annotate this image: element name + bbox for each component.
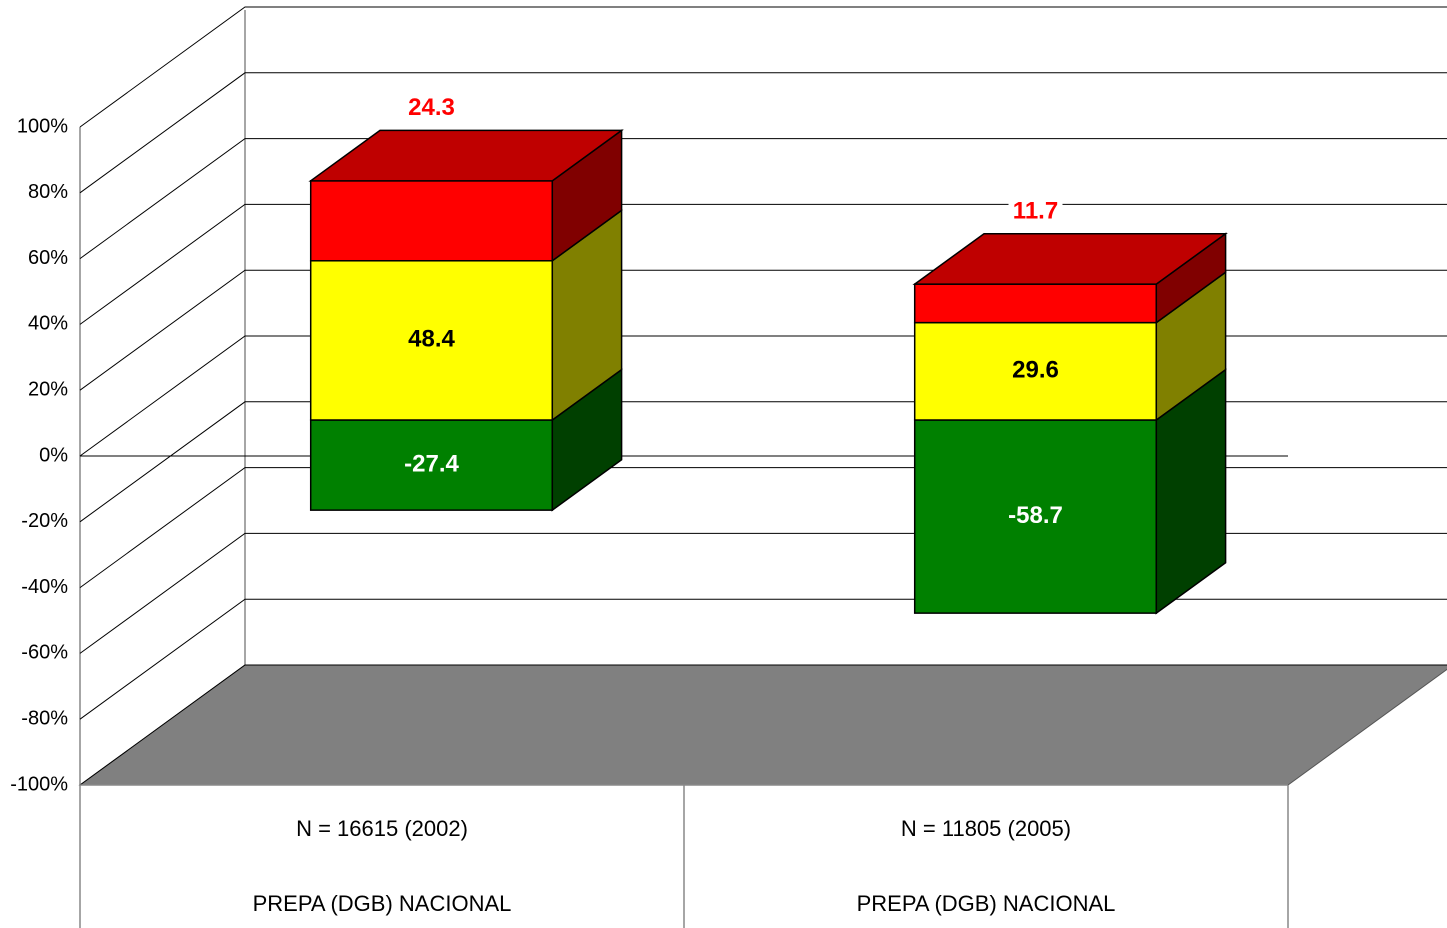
grid-line: [79, 532, 1447, 654]
data-label: 29.6: [1012, 357, 1059, 384]
grid-line: [79, 269, 1447, 391]
data-label: 11.7: [1013, 197, 1058, 224]
x-group-label: PREPA (DGB) NACIONAL: [857, 891, 1116, 916]
bar-top: [912, 232, 1228, 285]
bar-top: [308, 129, 624, 182]
data-label-bg: [404, 92, 459, 125]
grid-line: [79, 138, 1447, 260]
y-tick-label: 100%: [17, 115, 68, 137]
data-label: 48.4: [408, 326, 455, 353]
grid-line: [79, 72, 1447, 194]
y-tick-label: 40%: [28, 313, 68, 335]
y-tick-label: -20%: [21, 510, 68, 532]
y-tick-label: 60%: [28, 247, 68, 269]
y-tick-label: -80%: [21, 707, 68, 729]
grid-line: [79, 203, 1447, 325]
y-tick-label: 0%: [39, 444, 68, 466]
y-tick-label: 80%: [28, 181, 68, 203]
bar-front: [309, 260, 554, 421]
y-tick-label: 20%: [28, 378, 68, 400]
x-group-label: PREPA (DGB) NACIONAL: [253, 891, 512, 916]
x-tick-label: N = 16615 (2002): [296, 816, 468, 841]
bar-front: [913, 283, 1158, 324]
grid-line: [79, 664, 1447, 786]
data-label: 24.3: [408, 94, 455, 121]
grid-line: [79, 335, 1447, 457]
y-tick-label: -100%: [10, 773, 68, 795]
bar-front: [309, 180, 554, 262]
floor: [78, 664, 1447, 786]
bars: -27.4 48.4 24.3 -58.7 29.6 11.7: [308, 92, 1228, 615]
y-tick-label: -60%: [21, 642, 68, 664]
grid-line: [79, 467, 1447, 589]
data-label-bg: [1008, 196, 1063, 229]
grid-line: [79, 6, 1447, 128]
x-tick-label: N = 11805 (2005): [901, 816, 1071, 841]
grid-line: [79, 401, 1447, 523]
bar-front: [913, 321, 1158, 421]
y-tick-label: -40%: [21, 576, 68, 598]
data-label: -58.7: [1008, 502, 1063, 529]
data-label: -27.4: [404, 450, 459, 477]
